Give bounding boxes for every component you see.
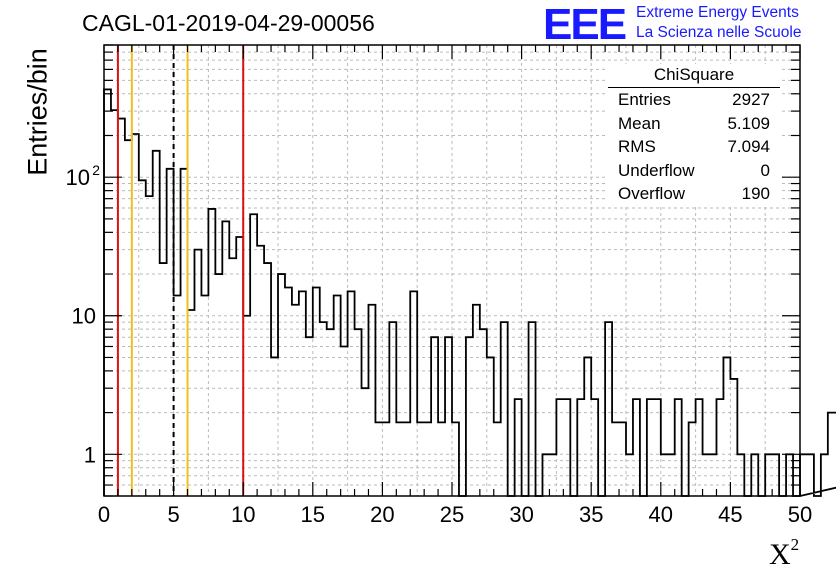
stats-row-rms: RMS 7.094 [608, 135, 780, 159]
stats-row-underflow: Underflow 0 [608, 159, 780, 183]
x-axis-label: X2 [769, 535, 799, 572]
x-tick-label: 15 [301, 502, 325, 527]
stats-label: Underflow [618, 160, 695, 180]
x-tick-label: 35 [579, 502, 603, 527]
x-tick-label: 50 [788, 502, 812, 527]
y-tick-label: 10 [72, 304, 96, 329]
x-axis-label-sup: 2 [790, 535, 800, 554]
stats-label: Entries [618, 90, 671, 109]
x-tick-label: 30 [509, 502, 533, 527]
eee-logo-line1: Extreme Energy Events [636, 4, 799, 21]
eee-logo-line2: La Scienza nelle Scuole [636, 24, 802, 41]
x-tick-label: 45 [718, 502, 742, 527]
stats-label: RMS [618, 137, 656, 156]
chart-title: CAGL-01-2019-04-29-00056 [82, 10, 375, 36]
stats-box-title: ChiSquare [608, 64, 780, 88]
y-tick-label: 10 [66, 165, 90, 190]
y-axis-label: Entries/bin [22, 48, 53, 176]
stats-value: 2927 [732, 90, 770, 109]
stats-value: 0 [760, 160, 770, 180]
stats-row-entries: Entries 2927 [608, 88, 780, 112]
stats-row-mean: Mean 5.109 [608, 112, 780, 136]
x-tick-label: 10 [231, 502, 255, 527]
stats-row-overflow: Overflow 190 [608, 182, 780, 206]
stats-label: Overflow [618, 184, 686, 203]
eee-logo: EEE [543, 0, 627, 49]
x-tick-label: 25 [440, 502, 464, 527]
stats-label: Mean [618, 113, 661, 133]
stats-value: 7.094 [727, 137, 770, 156]
stats-value: 5.109 [727, 113, 770, 133]
stats-value: 190 [741, 184, 770, 203]
y-tick-label-exponent: 2 [92, 162, 100, 178]
x-tick-label: 5 [167, 502, 179, 527]
y-tick-label: 1 [84, 442, 96, 467]
x-tick-label: 40 [649, 502, 673, 527]
x-tick-label: 0 [98, 502, 110, 527]
x-tick-label: 20 [370, 502, 394, 527]
stats-box: ChiSquare Entries 2927 Mean 5.109 RMS 7.094… [608, 64, 780, 206]
x-axis-label-base: X [769, 538, 791, 571]
